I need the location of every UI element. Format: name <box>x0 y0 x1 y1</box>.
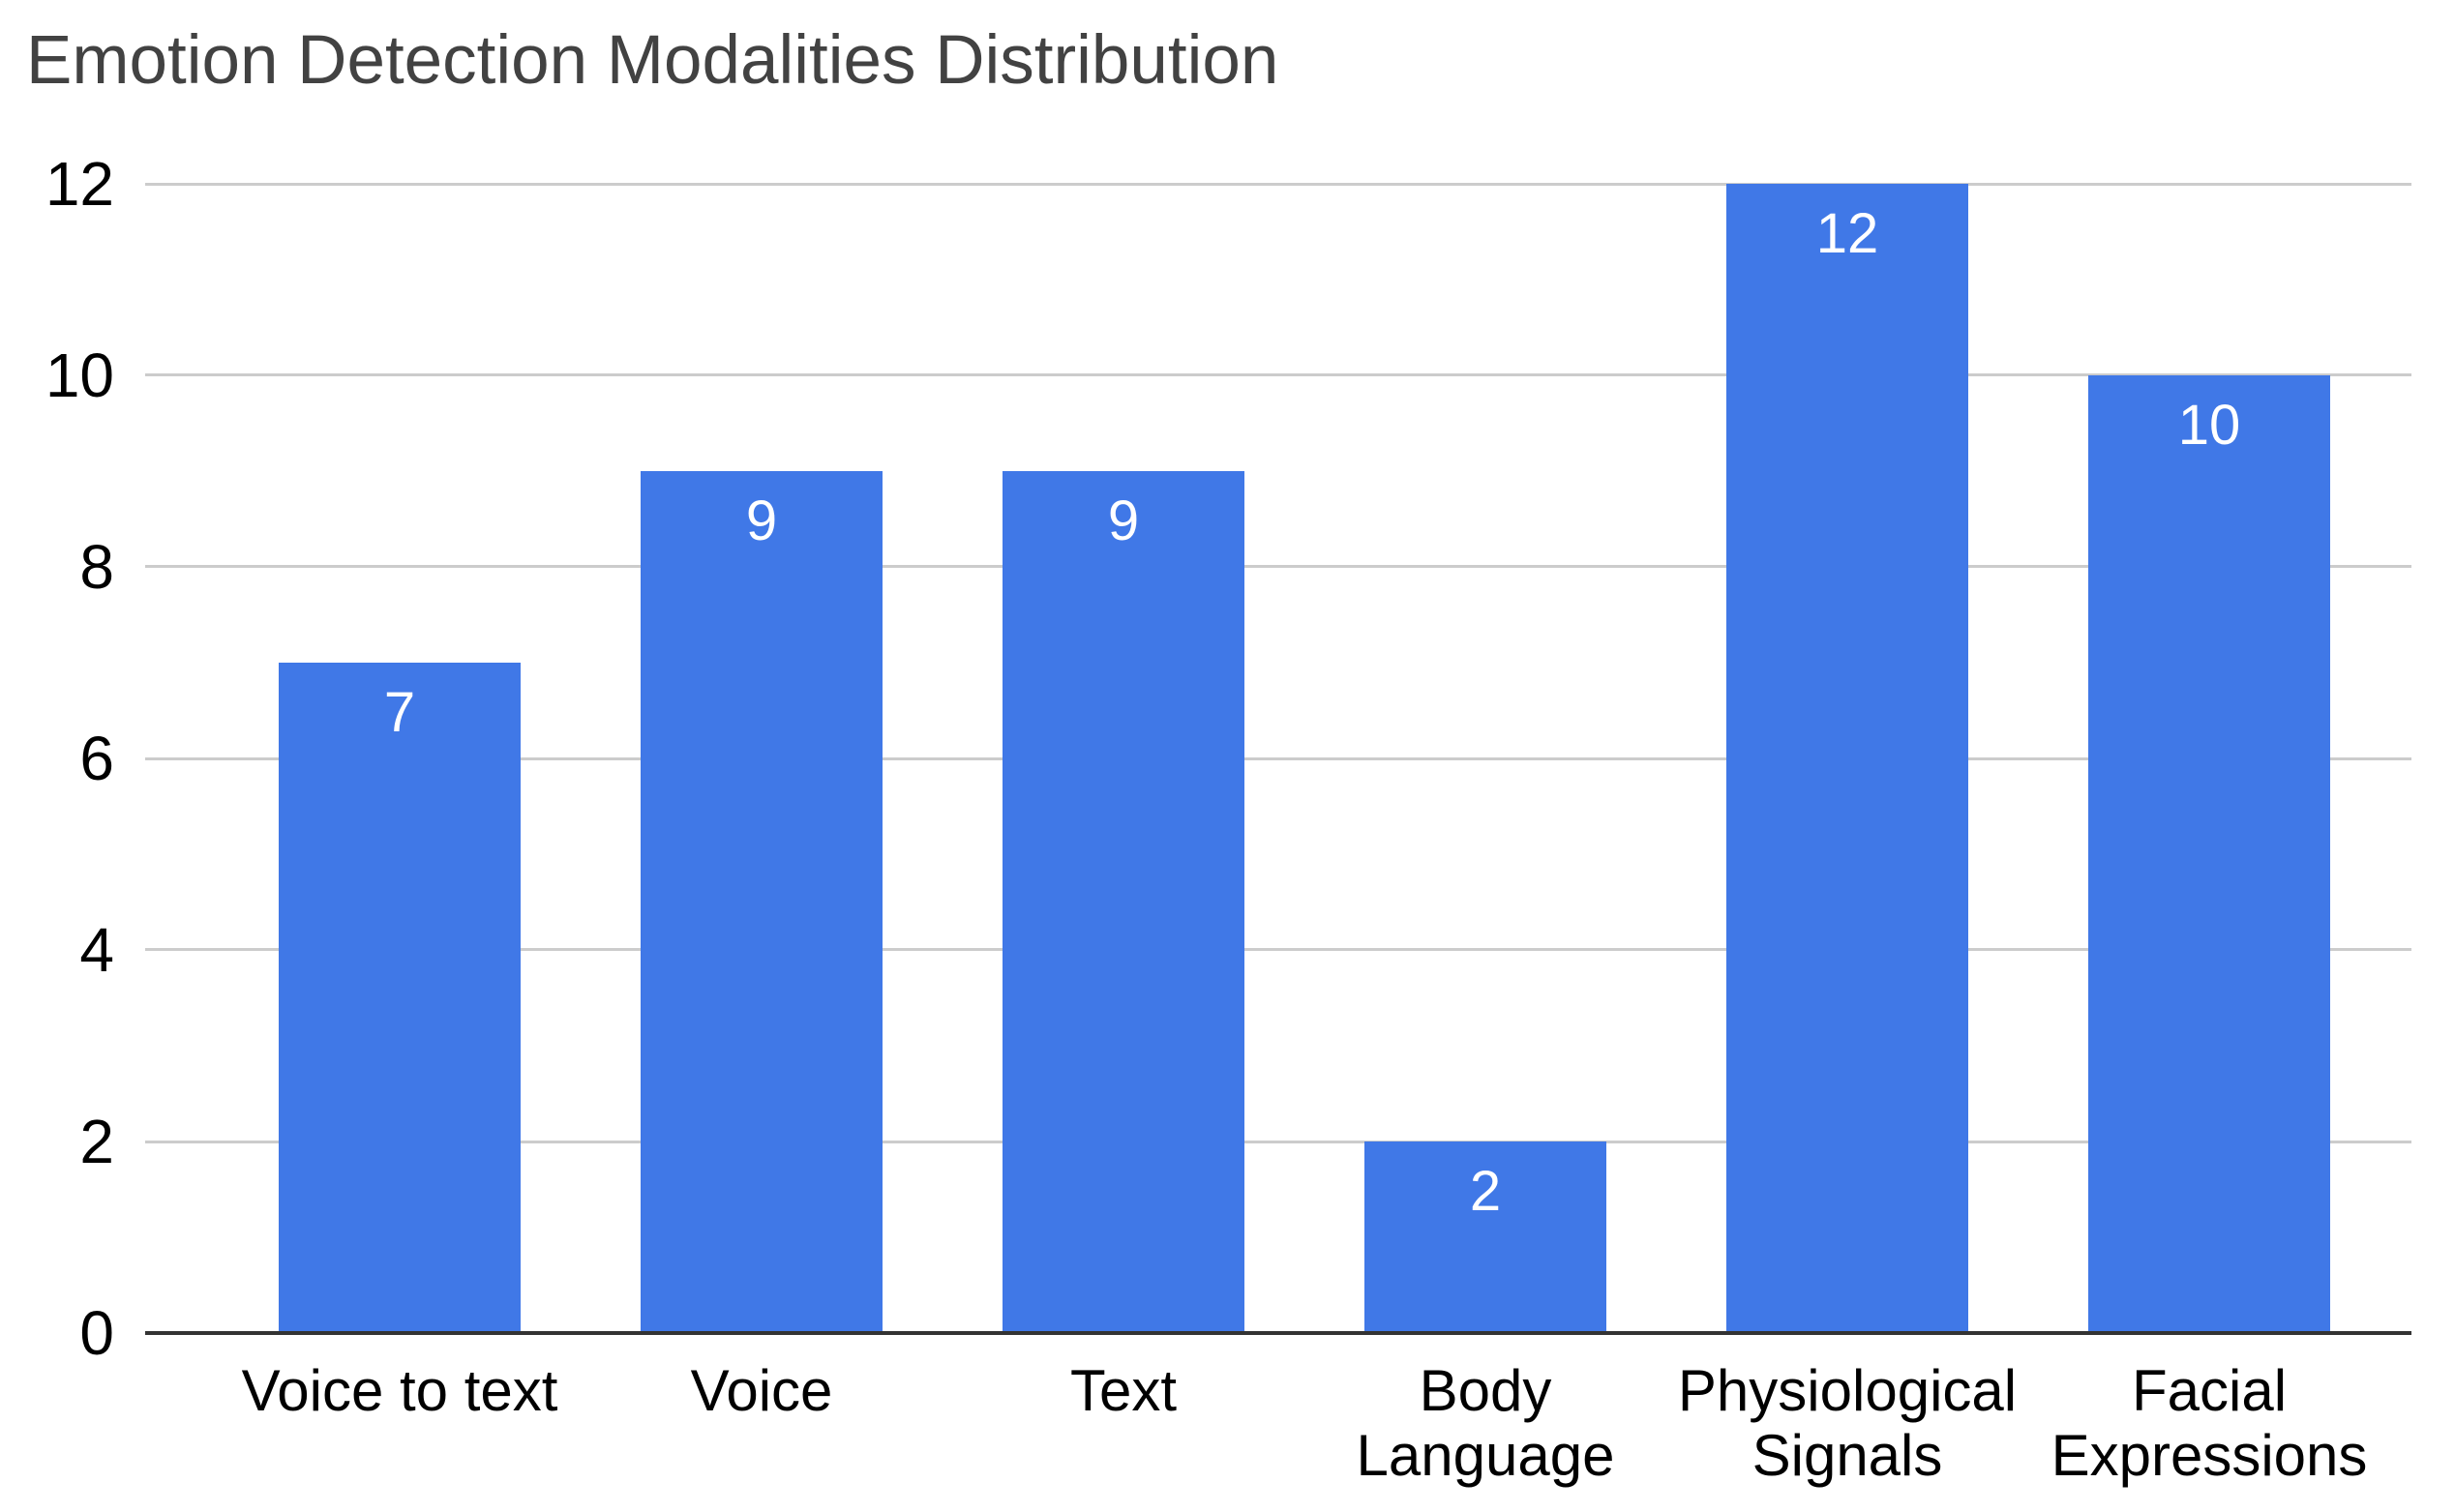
y-tick-label-10: 10 <box>45 341 114 410</box>
bar-slot: 2 <box>1304 184 1666 1333</box>
bar-value-label: 9 <box>1107 489 1140 552</box>
bar-body-language[interactable]: 2 <box>1364 1141 1606 1333</box>
bars-row: 7 9 9 2 12 10 <box>219 184 2390 1333</box>
y-tick-label-6: 6 <box>79 724 114 793</box>
bar-text[interactable]: 9 <box>1003 471 1244 1333</box>
bar-physiological-signals[interactable]: 12 <box>1726 184 1968 1333</box>
x-category-label-text: Text <box>1069 1358 1178 1423</box>
bar-facial-expressions[interactable]: 10 <box>2088 375 2330 1333</box>
gridline-y-6 <box>145 756 2411 760</box>
x-category-label-body-language: Body Language <box>1356 1358 1615 1488</box>
y-tick-label-0: 0 <box>79 1298 114 1368</box>
y-tick-label-8: 8 <box>79 532 114 602</box>
x-axis-labels: Voice to text Voice Text Body Language Physi… <box>219 1358 2390 1488</box>
gridline-y-10 <box>145 373 2411 377</box>
plot-area: 7 9 9 2 12 10 <box>145 182 2411 1335</box>
y-tick-label-4: 4 <box>79 915 114 985</box>
gridline-y-8 <box>145 565 2411 569</box>
y-axis-labels: 0 2 4 6 8 10 12 <box>0 153 114 1364</box>
bar-slot: 12 <box>1666 184 2028 1333</box>
x-category-label-physiological-signals: Physiological Signals <box>1677 1358 2018 1488</box>
bar-slot: 9 <box>581 184 943 1333</box>
bar-value-label: 7 <box>383 681 416 744</box>
bar-slot: 10 <box>2028 184 2390 1333</box>
bar-slot: 7 <box>219 184 581 1333</box>
bar-voice-to-text[interactable]: 7 <box>279 663 521 1333</box>
x-category-label-facial-expressions: Facial Expressions <box>2051 1358 2368 1488</box>
x-category-label-voice: Voice <box>690 1358 833 1423</box>
bar-value-label: 9 <box>745 489 778 552</box>
bar-value-label: 12 <box>1815 202 1879 265</box>
bar-value-label: 2 <box>1469 1160 1502 1223</box>
gridline-y-12 <box>145 182 2411 186</box>
bar-voice[interactable]: 9 <box>641 471 883 1333</box>
x-category-label-voice-to-text: Voice to text <box>241 1358 558 1423</box>
bar-slot: 9 <box>943 184 1304 1333</box>
y-tick-label-2: 2 <box>79 1107 114 1176</box>
gridline-y-2 <box>145 1140 2411 1143</box>
x-axis-line <box>145 1331 2411 1335</box>
bar-value-label: 10 <box>2177 394 2241 457</box>
chart-title: Emotion Detection Modalities Distributio… <box>26 22 1279 99</box>
y-tick-label-12: 12 <box>45 149 114 219</box>
gridline-y-4 <box>145 948 2411 952</box>
